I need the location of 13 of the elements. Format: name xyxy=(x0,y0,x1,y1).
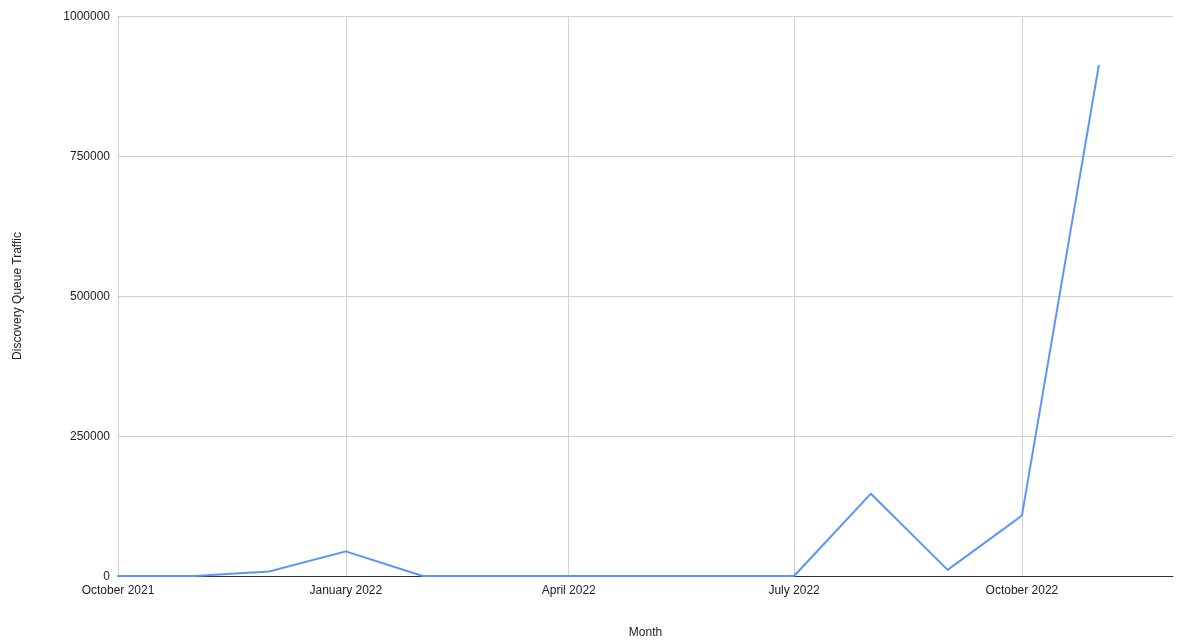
x-tick-label: April 2022 xyxy=(541,583,597,597)
x-axis-title: Month xyxy=(628,625,663,639)
y-axis-title: Discovery Queue Traffic xyxy=(10,232,24,360)
line-series xyxy=(117,64,1100,577)
y-tick-label: 1000000 xyxy=(63,9,111,23)
x-tick-label: July 2022 xyxy=(768,583,821,597)
y-tick-label: 500000 xyxy=(69,289,111,303)
x-tick-label: October 2022 xyxy=(985,583,1059,597)
x-tick-label: January 2022 xyxy=(309,583,383,597)
y-tick-label: 750000 xyxy=(69,149,111,163)
y-tick-label: 250000 xyxy=(69,429,111,443)
y-tick-label: 0 xyxy=(103,569,111,583)
x-tick-label: October 2021 xyxy=(81,583,155,597)
